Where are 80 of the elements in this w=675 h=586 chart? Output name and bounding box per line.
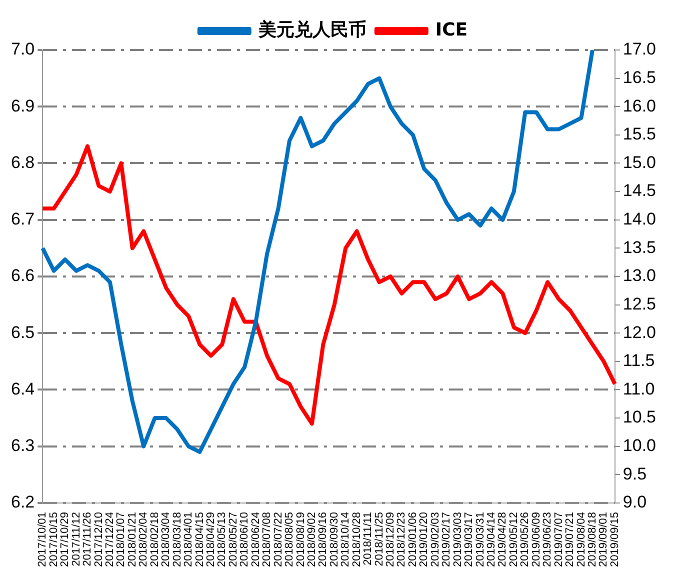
y-tick-label: 6.7 (10, 210, 35, 229)
y-tick-label: 6.3 (10, 436, 35, 456)
x-tick-label: 2017/11/12 (70, 512, 82, 566)
y2-tick-label: 10.0 (622, 436, 656, 456)
legend-label: 美元兑人民币 (257, 20, 366, 41)
y-tick-label: 6.4 (10, 379, 35, 398)
y-tick-label: 6.8 (10, 152, 35, 172)
x-tick-label: 2018/11/25 (373, 512, 386, 566)
y2-tick-label: 17.0 (622, 40, 656, 59)
y2-tick-label: 11.5 (622, 351, 655, 370)
y2-tick-label: 15.5 (622, 124, 656, 144)
x-tick-label: 2019/04/14 (486, 512, 498, 568)
x-tick-label: 2019/02/17 (440, 512, 453, 568)
x-tick-label: 2019/01/06 (406, 512, 419, 568)
x-tick-label: 2018/02/04 (138, 512, 150, 568)
x-tick-label: 2017/10/15 (48, 512, 60, 568)
x-tick-label: 2018/09/16 (317, 512, 330, 568)
x-tick-label: 2018/10/28 (350, 512, 363, 568)
x-tick-label: 2018/09/30 (328, 512, 340, 568)
y2-tick-label: 12.0 (622, 322, 656, 342)
x-tick-label: 2019/03/31 (474, 512, 486, 568)
x-tick-label: 2018/04/01 (182, 512, 195, 568)
y-tick-label: 6.9 (10, 96, 35, 116)
x-tick-label: 2018/06/10 (238, 512, 251, 568)
x-tick-label: 2018/02/18 (148, 512, 161, 568)
x-tick-label: 2018/04/15 (194, 512, 206, 568)
y2-tick-label: 12.5 (622, 294, 656, 314)
x-tick-label: 2018/05/27 (227, 512, 240, 568)
x-tick-label: 2018/07/08 (261, 512, 274, 568)
x-tick-label: 2018/07/22 (272, 512, 284, 568)
x-tick-label: 2019/06/09 (530, 512, 542, 568)
y2-tick-label: 16.0 (622, 96, 656, 116)
y2-tick-label: 14.0 (622, 210, 656, 229)
x-tick-label: 2019/09/15 (608, 512, 621, 568)
x-tick-label: 2017/12/24 (104, 512, 116, 568)
y2-tick-label: 16.5 (622, 68, 656, 87)
x-tick-label: 2019/01/20 (418, 512, 430, 568)
x-tick-label: 2018/12/23 (396, 512, 408, 568)
legend-label: ICE (435, 20, 468, 41)
x-tick-label: 2019/04/28 (496, 512, 509, 568)
y2-tick-label: 13.0 (622, 266, 656, 286)
x-tick-label: 2019/03/17 (463, 512, 476, 568)
y2-tick-label: 14.5 (622, 181, 656, 200)
x-tick-label: 2018/10/14 (340, 512, 352, 568)
y-tick-label: 6.2 (10, 492, 35, 512)
y2-tick-label: 10.5 (622, 408, 656, 427)
x-tick-label: 2018/05/13 (216, 512, 228, 568)
x-tick-label: 2019/03/03 (452, 512, 464, 568)
x-tick-label: 2019/07/07 (552, 512, 565, 568)
x-tick-label: 2018/04/29 (204, 512, 217, 568)
x-tick-label: 2017/12/10 (92, 512, 105, 568)
x-tick-label: 2018/12/09 (384, 512, 397, 568)
y2-tick-label: 11.0 (622, 379, 655, 398)
x-tick-label: 2018/03/04 (160, 512, 172, 568)
y2-tick-label: 9.5 (622, 464, 647, 484)
y-tick-label: 7.0 (10, 40, 35, 59)
x-tick-label: 2018/06/24 (250, 512, 262, 568)
x-tick-label: 2019/05/26 (519, 512, 532, 568)
x-tick-label: 2018/08/05 (284, 512, 296, 568)
y-tick-label: 6.5 (10, 322, 35, 342)
x-tick-label: 2018/09/02 (306, 512, 318, 568)
x-tick-label: 2018/01/21 (126, 512, 138, 568)
y2-tick-label: 15.0 (622, 152, 656, 172)
x-tick-label: 2017/10/01 (36, 512, 49, 568)
x-tick-label: 2018/11/11 (362, 512, 374, 566)
x-tick-label: 2019/02/03 (429, 512, 442, 568)
y2-tick-label: 9.0 (622, 492, 647, 512)
x-tick-label: 2017/10/29 (59, 512, 72, 568)
x-tick-label: 2019/08/04 (575, 512, 588, 568)
x-tick-label: 2018/08/19 (294, 512, 307, 568)
x-tick-label: 2018/03/18 (171, 512, 184, 568)
x-tick-label: 2019/09/01 (598, 512, 610, 568)
x-tick-label: 2019/08/18 (586, 512, 598, 568)
y2-tick-label: 13.5 (622, 238, 656, 257)
x-tick-label: 2018/01/07 (115, 512, 128, 568)
x-tick-label: 2019/07/21 (564, 512, 576, 568)
y-tick-label: 6.6 (10, 266, 35, 286)
x-tick-label: 2019/05/12 (508, 512, 520, 568)
x-tick-label: 2019/06/23 (542, 512, 554, 568)
x-tick-label: 2017/11/26 (82, 512, 94, 566)
